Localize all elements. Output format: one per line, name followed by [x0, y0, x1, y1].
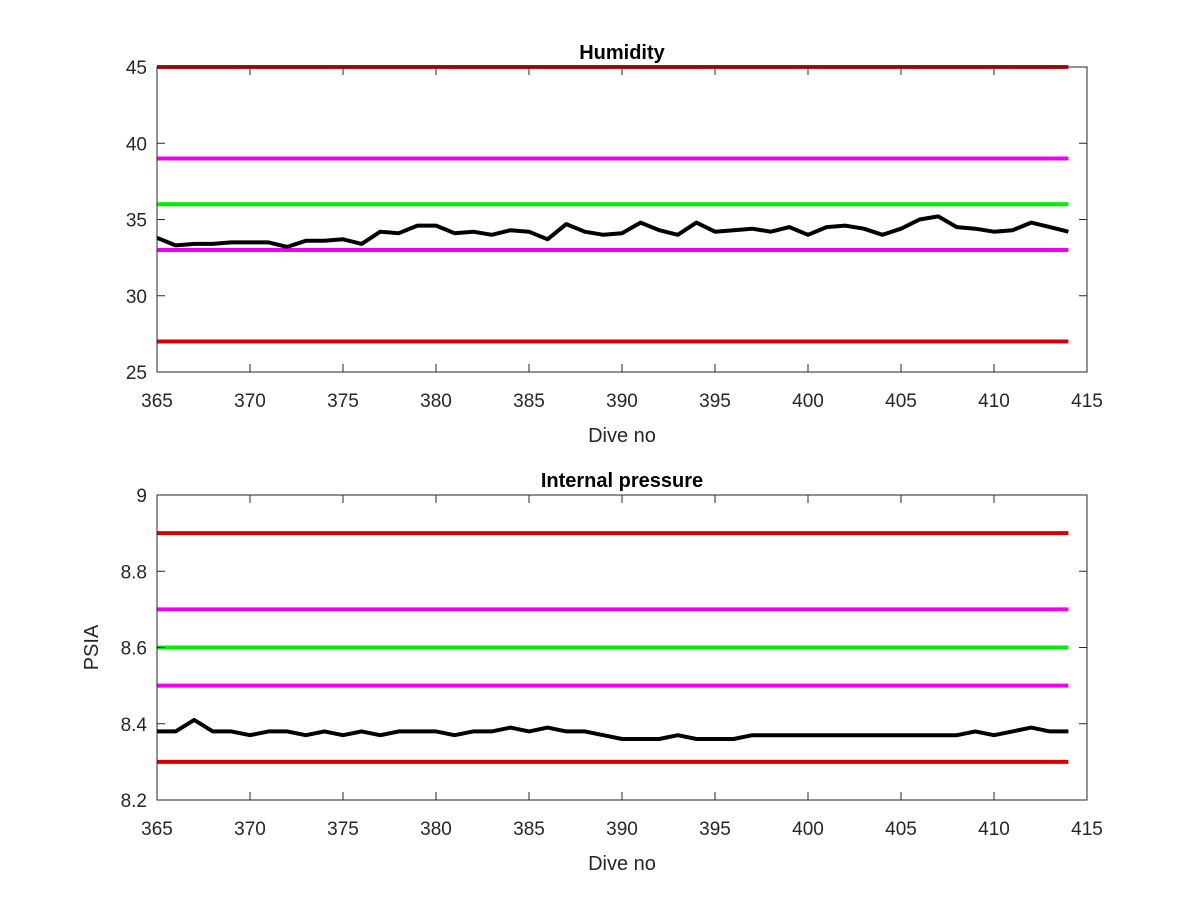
x-tick-label: 380: [420, 391, 452, 412]
x-tick-label: 400: [792, 391, 824, 412]
series-line: [157, 717, 1069, 741]
x-tick-label: 410: [978, 819, 1010, 840]
series-line: [156, 214, 1069, 249]
y-tick-label: 8.8: [121, 562, 147, 583]
y-tick-label: 9: [136, 486, 147, 507]
x-axis-label: Dive no: [588, 853, 656, 875]
x-tick-label: 395: [699, 819, 731, 840]
y-tick-label: 40: [126, 134, 147, 155]
x-tick-label: 410: [978, 391, 1010, 412]
x-tick-label: 370: [234, 391, 266, 412]
x-tick-label: 405: [885, 819, 917, 840]
x-tick-label: 365: [141, 819, 173, 840]
chart-title: Internal pressure: [541, 470, 703, 492]
x-tick-label: 400: [792, 819, 824, 840]
internal-pressure-chart: 365 370 375 380 385 390 395 400 405 410 415 8.2 8.4 8…: [81, 470, 1103, 875]
x-tick-label: 390: [606, 391, 638, 412]
y-tick-label: 8.4: [121, 715, 148, 736]
humidity-chart: 365 370 375 380 385 390 395 400 405 410 415 25 30 35 4…: [126, 42, 1103, 447]
y-tick-label: 30: [126, 287, 147, 308]
x-axis-label: Dive no: [588, 425, 656, 447]
y-tick-label: 45: [126, 58, 147, 79]
y-tick-label: 8.6: [121, 639, 147, 660]
x-tick-label: 390: [606, 819, 638, 840]
x-tick-label: 385: [513, 819, 545, 840]
x-tick-label: 380: [420, 819, 452, 840]
x-tick-label: 375: [327, 819, 359, 840]
y-tick-label: 25: [126, 363, 147, 384]
x-tick-label: 385: [513, 391, 545, 412]
x-tick-label: 370: [234, 819, 266, 840]
x-tick-label: 415: [1071, 391, 1103, 412]
plot-area: [157, 67, 1087, 372]
x-tick-label: 395: [699, 391, 731, 412]
chart-title: Humidity: [579, 42, 665, 64]
y-tick-label: 8.2: [121, 791, 147, 812]
y-tick-label: 35: [126, 211, 147, 232]
x-tick-label: 405: [885, 391, 917, 412]
x-tick-label: 365: [141, 391, 173, 412]
x-tick-label: 415: [1071, 819, 1103, 840]
x-tick-label: 375: [327, 391, 359, 412]
y-axis-label: PSIA: [81, 624, 103, 670]
